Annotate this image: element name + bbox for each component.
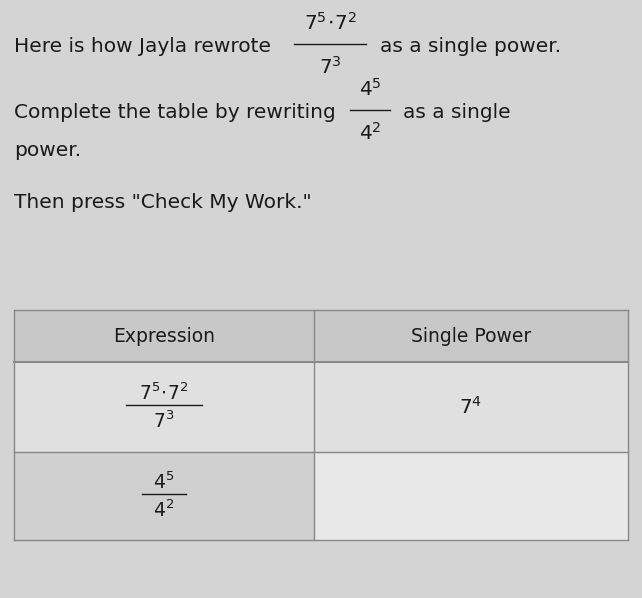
Text: Complete the table by rewriting: Complete the table by rewriting — [14, 103, 336, 122]
Bar — [314, 452, 628, 540]
Text: $4^5$: $4^5$ — [359, 78, 381, 100]
Bar — [14, 310, 628, 362]
Text: Here is how Jayla rewrote: Here is how Jayla rewrote — [14, 37, 271, 56]
Text: $7^3$: $7^3$ — [153, 410, 175, 432]
Text: as a single power.: as a single power. — [380, 37, 561, 56]
Text: as a single: as a single — [403, 103, 510, 122]
Text: $7^3$: $7^3$ — [318, 56, 342, 78]
Text: $4^2$: $4^2$ — [359, 122, 381, 144]
Bar — [14, 362, 314, 452]
Text: $4^5$: $4^5$ — [153, 471, 175, 493]
Text: Single Power: Single Power — [411, 327, 531, 346]
Bar — [314, 362, 628, 452]
Text: $4^2$: $4^2$ — [153, 499, 175, 521]
Text: $7^5\!\cdot\!7^2$: $7^5\!\cdot\!7^2$ — [304, 12, 356, 34]
Text: Then press "Check My Work.": Then press "Check My Work." — [14, 193, 311, 212]
Text: $7^4$: $7^4$ — [460, 396, 483, 418]
Text: $7^5\!\cdot\!7^2$: $7^5\!\cdot\!7^2$ — [139, 382, 189, 404]
Bar — [14, 452, 314, 540]
Text: power.: power. — [14, 141, 81, 160]
Text: Expression: Expression — [113, 327, 215, 346]
